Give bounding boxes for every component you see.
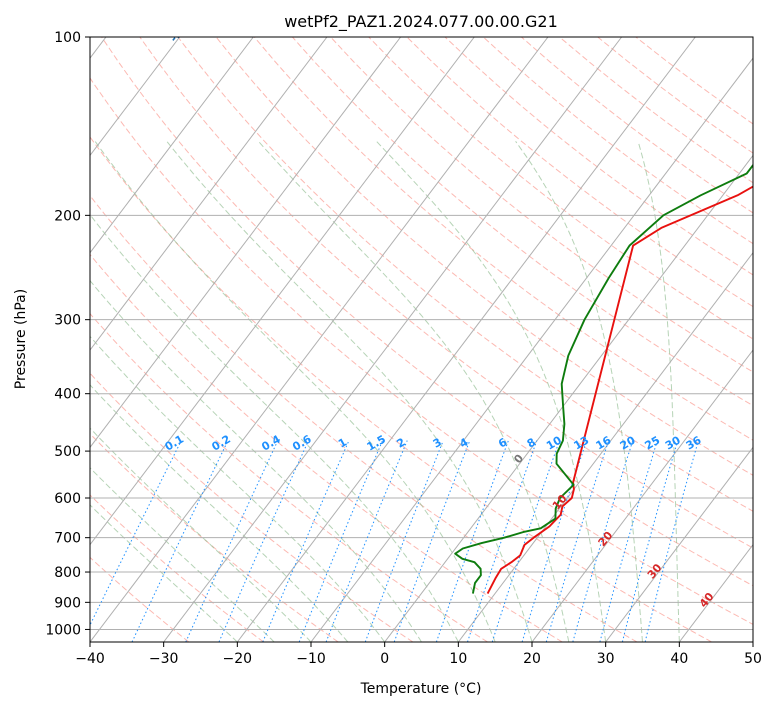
- plot-frame: [89, 36, 754, 643]
- x-tick-label: 10: [449, 651, 467, 667]
- dry-adiabat: [90, 253, 563, 642]
- x-tick-label: 40: [670, 651, 688, 667]
- mixing-ratio-line: [218, 440, 309, 642]
- dry-adiabat: [90, 77, 753, 625]
- dry-adiabat: [90, 433, 339, 642]
- mixing-ratio-line: [262, 440, 350, 642]
- mixing-ratio-line: [393, 440, 471, 642]
- mixing-ratio-line: [435, 440, 509, 642]
- y-tick-label: 700: [54, 531, 81, 547]
- dry-adiabat: [177, 37, 753, 512]
- x-tick-label: 50: [744, 651, 762, 667]
- x-tick-label: 0: [380, 651, 389, 667]
- mixing-ratio-line: [621, 440, 679, 642]
- mixing-ratio-line: [572, 440, 634, 642]
- isotherm: [90, 37, 254, 254]
- mixing-ratio-line: [521, 440, 588, 642]
- dry-adiabat: [90, 494, 264, 642]
- dry-adiabat: [215, 37, 753, 476]
- x-tick-label: −30: [149, 651, 179, 667]
- dry-adiabat: [406, 37, 753, 308]
- x-tick-label: −20: [223, 651, 253, 667]
- y-tick-label: 500: [54, 444, 81, 460]
- axis-ticks: −40 −30 −20 −10 0 10 20 30 40 50 1000 900 800 700 600 5…: [45, 30, 762, 667]
- dry-adiabat: [90, 194, 638, 642]
- y-tick-label: 400: [54, 387, 81, 403]
- dry-adiabat: [330, 37, 753, 373]
- overlay-labels: 0.10.20.40.611.52346810131620253036-100-…: [163, 21, 717, 610]
- isotherm: [236, 37, 696, 642]
- mixing-ratio-line: [545, 440, 610, 642]
- y-tick-label: 600: [54, 491, 81, 507]
- isotherm: [605, 446, 753, 642]
- dry-adiabat: [90, 556, 190, 642]
- x-tick-label: 30: [597, 651, 615, 667]
- isotherm: [384, 154, 753, 642]
- temperature-profile: [486, 185, 753, 595]
- isotherm: [531, 349, 753, 642]
- dry-adiabat: [253, 37, 753, 441]
- mixing-ratio-line: [185, 440, 279, 642]
- mixing-ratio-line: [90, 440, 182, 627]
- isotherm: [90, 37, 181, 157]
- isotherm: [310, 57, 753, 642]
- y-tick-label: 300: [54, 313, 81, 329]
- y-axis-label: Pressure (hPa): [13, 289, 29, 389]
- y-tick-label: 800: [54, 565, 81, 581]
- background-lines: [90, 37, 753, 642]
- isotherm: [163, 37, 623, 642]
- y-tick-label: 1000: [45, 622, 81, 638]
- isotherm: [90, 37, 475, 546]
- plot-area: 0.10.20.40.611.52346810131620253036-100-…: [90, 21, 753, 642]
- x-tick-label: −40: [75, 651, 105, 667]
- isotherm: [90, 37, 328, 351]
- x-tick-label: 20: [523, 651, 541, 667]
- isotherm-label: -90: [167, 21, 190, 45]
- dry-adiabat: [101, 37, 753, 587]
- dry-adiabat: [90, 136, 712, 642]
- y-tick-label: 200: [54, 208, 81, 224]
- dry-adiabat: [90, 312, 488, 642]
- y-tick-label: 900: [54, 595, 81, 611]
- isotherm: [90, 37, 402, 449]
- mixing-ratio-line: [644, 440, 699, 642]
- x-axis-label: Temperature (°C): [360, 681, 482, 697]
- x-tick-label: −10: [296, 651, 326, 667]
- isotherm: [90, 37, 549, 642]
- y-tick-label: 100: [54, 30, 81, 46]
- mixing-ratio-line: [599, 440, 658, 642]
- isotherm: [457, 251, 753, 642]
- chart-title: wetPf2_PAZ1.2024.077.00.00.G21: [284, 12, 558, 32]
